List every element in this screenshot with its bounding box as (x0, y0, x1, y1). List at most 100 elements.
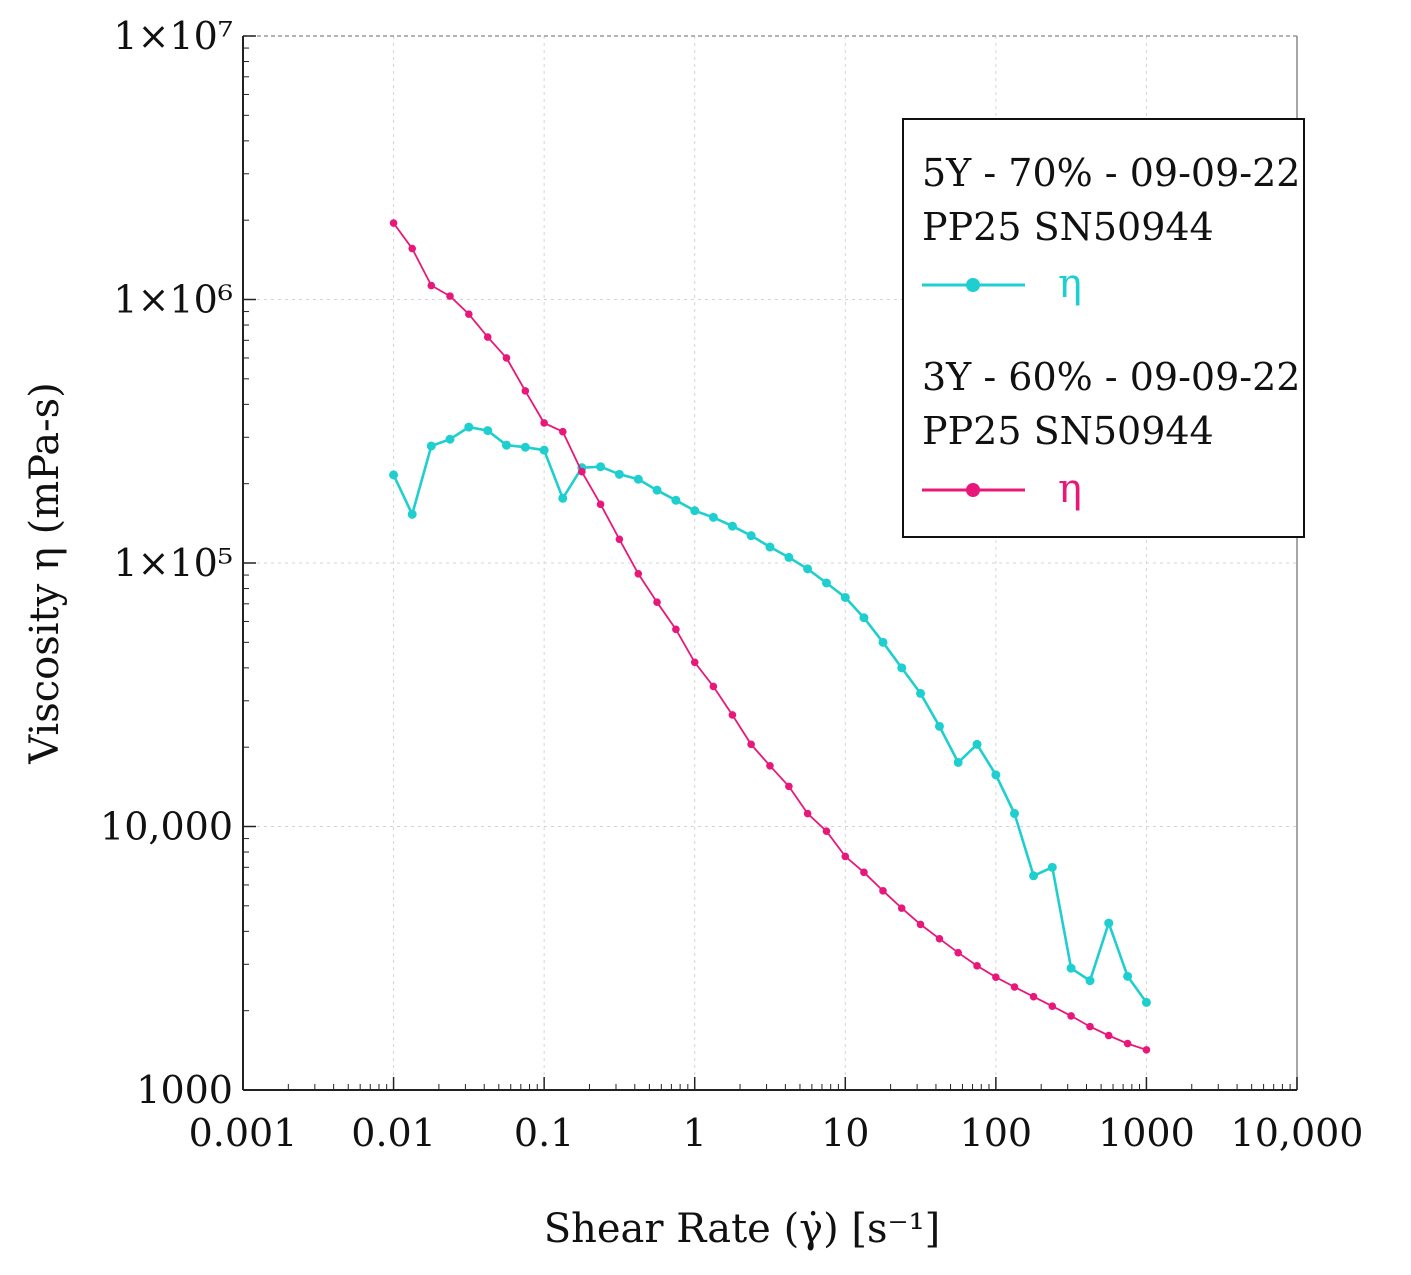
x-tick-label: 0.01 (351, 1111, 436, 1155)
data-point (728, 711, 737, 719)
data-point (539, 445, 549, 455)
legend-series-name: η (1058, 261, 1082, 307)
data-point (953, 757, 963, 767)
legend-series-name: η (1058, 466, 1082, 512)
data-point (746, 531, 756, 541)
data-point (803, 564, 813, 574)
data-point (708, 512, 718, 522)
data-point (822, 827, 831, 835)
data-point (1085, 976, 1095, 986)
data-point (483, 333, 492, 341)
y-tick-label: 1×10⁷ (113, 14, 233, 58)
legend-swatch-marker (966, 278, 980, 292)
data-point (841, 852, 850, 861)
data-point (991, 770, 1001, 780)
data-point (540, 419, 548, 427)
data-point (615, 535, 624, 544)
data-point (426, 441, 436, 451)
data-point (389, 219, 398, 227)
data-point (408, 244, 417, 253)
data-point (992, 973, 1000, 981)
y-tick-label: 10,000 (100, 805, 233, 849)
data-point (671, 495, 681, 505)
x-tick-label: 10 (821, 1111, 869, 1155)
data-point (784, 552, 794, 562)
y-axis-title: Viscosity η (mPa-s) (22, 382, 68, 765)
data-point (483, 426, 493, 436)
data-point (935, 934, 944, 943)
data-point (747, 740, 755, 749)
legend-entry-2: 3Y - 60% - 09-09-22 PP25 SN50944 η (922, 355, 1300, 512)
data-point (765, 542, 775, 552)
legend-line-2: PP25 SN50944 (922, 409, 1214, 453)
data-point (1067, 1012, 1075, 1020)
data-point (1010, 809, 1020, 819)
data-point (934, 721, 944, 731)
data-point (464, 422, 474, 432)
data-point (803, 809, 812, 818)
data-point (633, 474, 643, 484)
legend-box (902, 118, 1305, 538)
data-point (690, 506, 700, 516)
data-point (634, 569, 643, 578)
data-point (521, 387, 530, 395)
legend-line-1: 5Y - 70% - 09-09-22 (922, 151, 1300, 195)
y-tick-label: 1000 (136, 1068, 233, 1112)
data-point (766, 761, 774, 770)
data-point (1142, 1046, 1151, 1054)
data-point (501, 440, 511, 450)
data-point (879, 887, 887, 895)
data-point (954, 948, 962, 957)
data-point (407, 509, 417, 519)
data-point (578, 467, 586, 476)
data-point (465, 310, 473, 318)
y-tick-label: 1×10⁵ (113, 541, 233, 585)
data-point (1048, 1002, 1057, 1010)
x-tick-label: 100 (960, 1111, 1033, 1155)
data-point (727, 521, 737, 531)
data-point (1104, 1031, 1113, 1040)
data-point (1141, 997, 1151, 1007)
series-layer (389, 219, 1151, 1054)
data-point (1066, 963, 1076, 973)
data-point (427, 281, 436, 290)
data-point (897, 904, 906, 912)
data-point (973, 962, 981, 970)
data-point (1123, 1039, 1132, 1048)
data-point (652, 485, 662, 495)
x-axis-title: Shear Rate (γ̇) [s⁻¹] (544, 1206, 941, 1252)
data-point (614, 469, 624, 479)
x-tick-label: 10,000 (1231, 1111, 1364, 1155)
data-point (1029, 871, 1039, 881)
data-point (1010, 983, 1019, 991)
data-point (502, 354, 511, 362)
data-point (860, 868, 868, 877)
data-point (840, 592, 850, 602)
x-tick-label: 1000 (1098, 1111, 1195, 1155)
axes-layer: 0.001 0.01 0.1 1 10 100 1000 10,000 1000 10,000 1×… (22, 14, 1363, 1252)
data-point (1086, 1022, 1094, 1031)
data-point (446, 292, 454, 300)
data-point (1047, 862, 1057, 872)
data-point (596, 500, 605, 509)
data-point (389, 470, 399, 480)
legend-swatch-marker (966, 483, 980, 497)
data-point (596, 462, 606, 472)
legend-line-1: 3Y - 60% - 09-09-22 (922, 355, 1300, 399)
data-point (1104, 918, 1114, 928)
series-2 (389, 219, 1151, 1054)
data-point (897, 663, 907, 673)
x-tick-label: 1 (683, 1111, 707, 1155)
legend-line-2: PP25 SN50944 (922, 205, 1214, 249)
data-point (878, 637, 888, 647)
data-point (972, 739, 982, 749)
x-tick-label: 0.001 (189, 1111, 298, 1155)
data-point (821, 578, 831, 588)
data-point (690, 658, 699, 667)
data-point (916, 688, 926, 698)
data-point (916, 920, 925, 929)
data-point (709, 682, 718, 691)
